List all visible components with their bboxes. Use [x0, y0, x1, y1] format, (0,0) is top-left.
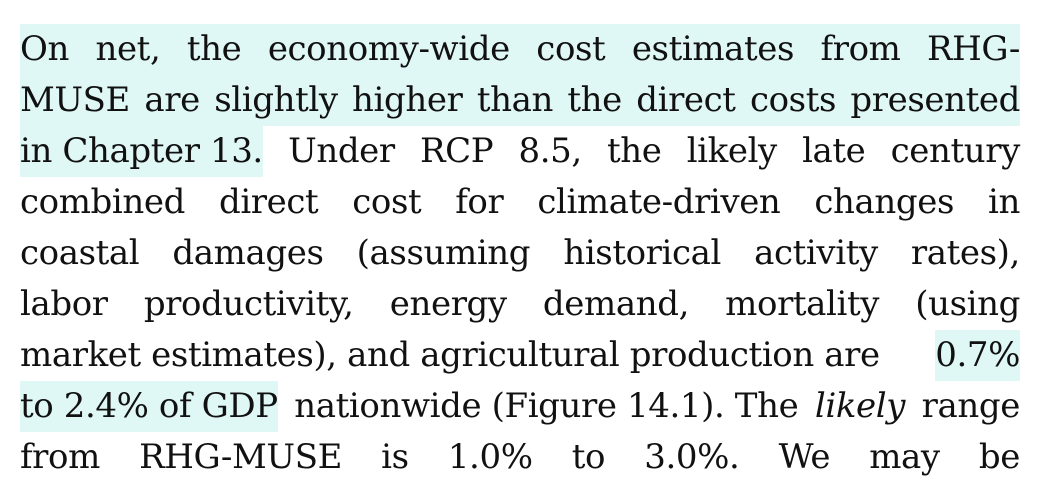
word: changes	[814, 182, 955, 222]
word: the	[186, 29, 242, 69]
italic-word: likely	[814, 386, 906, 426]
word: slightly	[214, 80, 338, 120]
document-page: On net, the economy-wide cost estimates …	[20, 24, 1020, 483]
word: 1.0%	[447, 437, 533, 477]
word: mortality	[725, 284, 880, 324]
word: from	[20, 437, 100, 477]
word: RCP	[419, 131, 494, 171]
word: coastal	[20, 233, 140, 273]
word: may	[869, 437, 940, 477]
word: RHG-	[926, 29, 1020, 69]
text-line-5: coastal damages (assuming historical act…	[20, 228, 1020, 279]
word: are	[144, 80, 200, 120]
word: is	[381, 437, 409, 477]
word: damages	[172, 233, 324, 273]
word: cost	[352, 182, 422, 222]
word: We	[778, 437, 831, 477]
word: rates),	[910, 233, 1020, 273]
word: direct	[218, 182, 319, 222]
line-text: market estimates), and agricultural prod…	[20, 335, 880, 375]
word: Under	[288, 131, 395, 171]
text-line-4: combined direct cost for climate-driven …	[20, 177, 1020, 228]
word: likely	[686, 131, 778, 171]
word: demand,	[542, 284, 689, 324]
word: century	[890, 131, 1021, 171]
word: On	[20, 29, 69, 69]
text-line-2: MUSE are slightly higher than the direct…	[20, 75, 1020, 126]
word: (assuming	[356, 233, 531, 273]
word: MUSE	[20, 80, 130, 120]
word: late	[802, 131, 866, 171]
word: cost	[536, 29, 606, 69]
word: 8.5,	[518, 131, 583, 171]
word: labor	[20, 284, 108, 324]
word: net,	[95, 29, 161, 69]
text-line-1: On net, the economy-wide cost estimates …	[20, 24, 1020, 75]
word: the	[567, 80, 622, 120]
word: in	[988, 182, 1020, 222]
word: than	[476, 80, 554, 120]
word: economy-wide	[267, 29, 510, 69]
word: costs	[749, 80, 837, 120]
word: range	[921, 386, 1021, 426]
word: estimates	[631, 29, 795, 69]
text-line-3: in Chapter 13. Under RCP 8.5, the likely…	[20, 126, 1020, 177]
word: climate-driven	[537, 182, 781, 222]
word: presented	[850, 80, 1020, 120]
word: activity	[754, 233, 878, 273]
highlighted-phrase: to 2.4% of GDP	[20, 381, 278, 432]
word: 3.0%.	[644, 437, 740, 477]
word: for	[455, 182, 504, 222]
text-line-7: market estimates), and agricultural prod…	[20, 330, 1020, 381]
word: to	[571, 437, 606, 477]
word: productivity,	[143, 284, 354, 324]
word: (using	[915, 284, 1020, 324]
word: be	[978, 437, 1020, 477]
text-line-6: labor productivity, energy demand, morta…	[20, 279, 1020, 330]
highlighted-phrase: 0.7%	[935, 330, 1020, 381]
word: direct	[636, 80, 736, 120]
word: energy	[389, 284, 507, 324]
word: higher	[352, 80, 463, 120]
text-line-9: from RHG-MUSE is 1.0% to 3.0%. We may be	[20, 432, 1020, 483]
word: historical	[563, 233, 721, 273]
line-text: nationwide (Figure 14.1). The	[294, 386, 799, 426]
word: RHG-MUSE	[139, 437, 343, 477]
text-line-8: to 2.4% of GDP nationwide (Figure 14.1).…	[20, 381, 1020, 432]
word: the	[607, 131, 662, 171]
word: combined	[20, 182, 185, 222]
highlighted-phrase: in Chapter 13.	[20, 126, 263, 177]
word: from	[820, 29, 901, 69]
